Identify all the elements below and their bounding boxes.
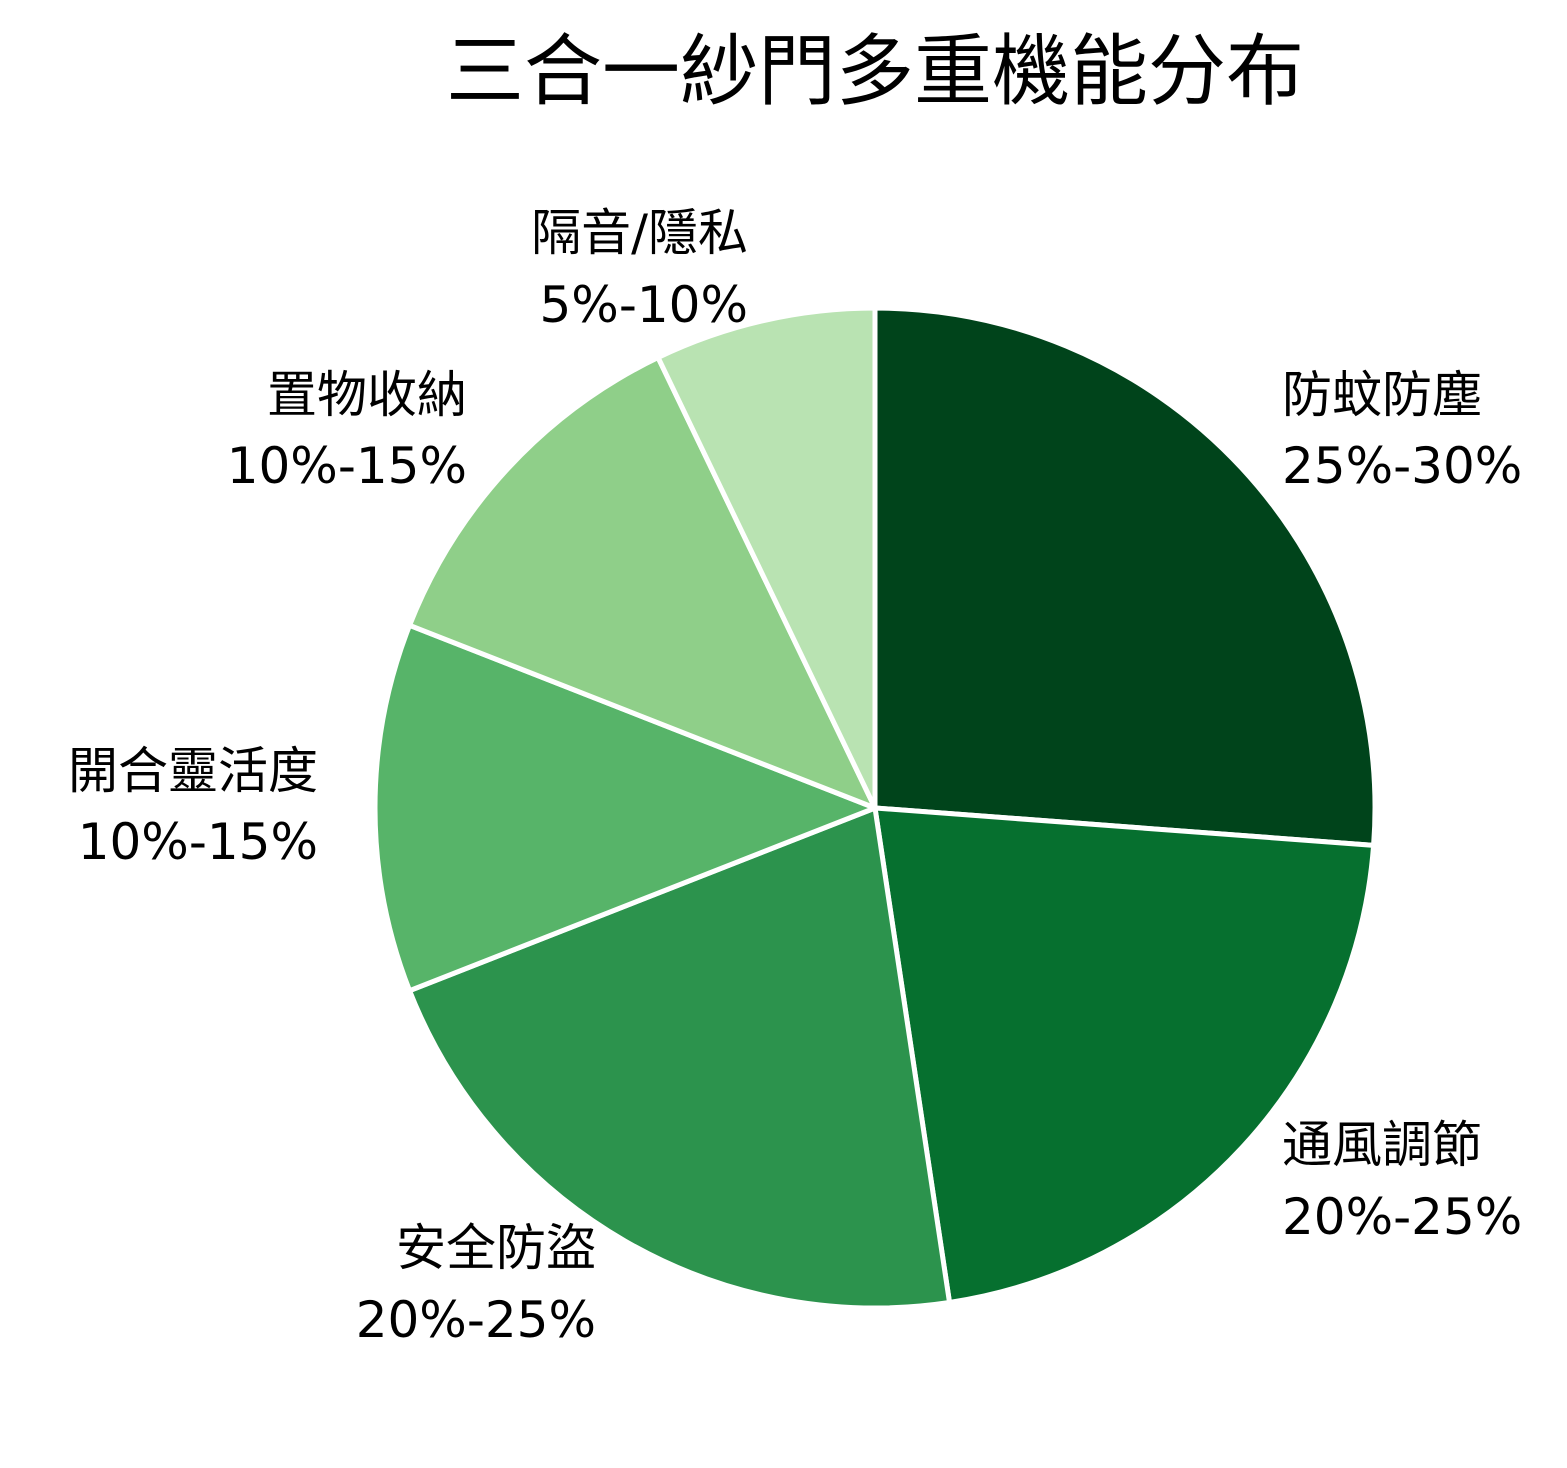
- pie-slice-1: [872, 305, 1378, 848]
- pie-slice-5: [407, 355, 878, 811]
- slice-label-3: 安全防盜: [396, 1219, 596, 1277]
- slice-range-6: 5%-10%: [540, 276, 749, 334]
- pie-slice-6: [655, 305, 878, 811]
- slice-label-4: 開合靈活度: [68, 742, 318, 800]
- slice-range-5: 10%-15%: [227, 437, 467, 495]
- pie-slice-2: [872, 805, 1377, 1305]
- slice-range-4: 10%-15%: [78, 813, 318, 871]
- pie-slices: [372, 305, 1378, 1311]
- pie-slice-3: [407, 805, 953, 1311]
- slice-range-2: 20%-25%: [1282, 1188, 1522, 1246]
- slice-label-2: 通風調節: [1282, 1116, 1482, 1174]
- pie-labels: 防蚊防塵 25%-30% 通風調節 20%-25% 安全防盜 20%-25% 開合靈活度 10…: [68, 204, 1522, 1349]
- slice-range-1: 25%-30%: [1282, 437, 1522, 495]
- slice-label-6: 隔音/隱私: [531, 204, 748, 262]
- slice-label-1: 防蚊防塵: [1282, 366, 1482, 424]
- slice-range-3: 20%-25%: [356, 1291, 596, 1349]
- pie-slice-4: [372, 622, 878, 994]
- slice-label-5: 置物收納: [267, 366, 467, 424]
- chart-title: 三合一紗門多重機能分布: [446, 27, 1304, 117]
